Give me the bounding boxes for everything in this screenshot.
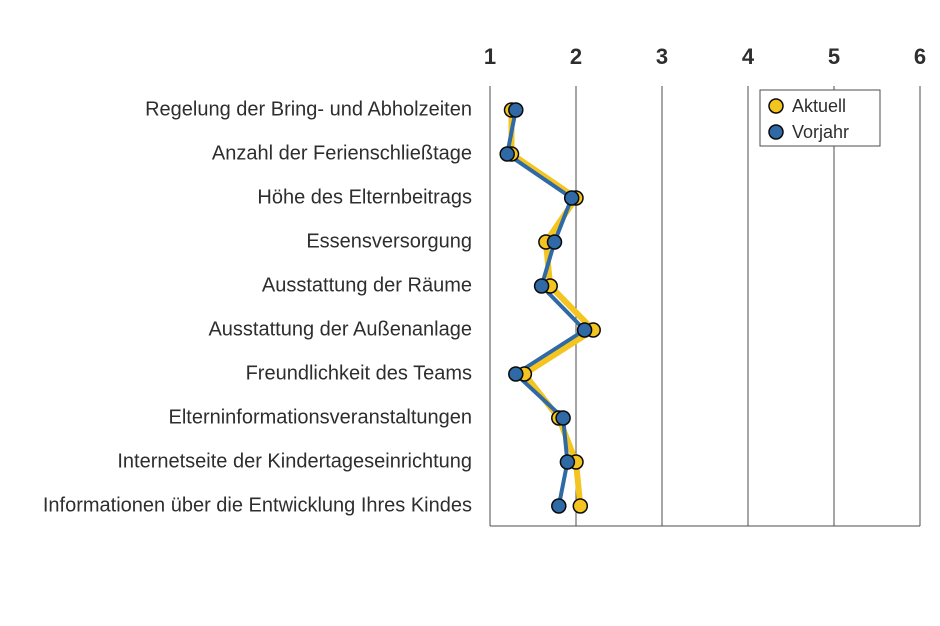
series-marker-vorjahr [565, 191, 579, 205]
legend-marker-aktuell [769, 99, 783, 113]
category-label: Ausstattung der Räume [262, 274, 472, 296]
x-tick-label: 4 [742, 44, 755, 69]
category-label: Höhe des Elternbeitrags [257, 186, 472, 208]
category-label: Essensversorgung [306, 230, 472, 252]
series-marker-aktuell [573, 499, 587, 513]
series-marker-vorjahr [578, 323, 592, 337]
legend-label-vorjahr: Vorjahr [792, 122, 849, 142]
series-marker-vorjahr [509, 103, 523, 117]
series-marker-vorjahr [500, 147, 514, 161]
category-labels: Regelung der Bring- und Abholzeiten Anzah… [43, 98, 472, 516]
category-label: Anzahl der Ferienschließtage [212, 142, 472, 164]
series-marker-vorjahr [556, 411, 570, 425]
category-label: Internetseite der Kindertageseinrichtung [117, 450, 472, 472]
series-marker-vorjahr [552, 499, 566, 513]
x-tick-label: 1 [484, 44, 496, 69]
legend: Aktuell Vorjahr [760, 90, 880, 146]
series-marker-vorjahr [560, 455, 574, 469]
category-label: Informationen über die Entwicklung Ihres… [43, 494, 472, 516]
legend-marker-vorjahr [769, 125, 783, 139]
x-axis-labels: 1 2 3 4 5 6 [484, 44, 926, 69]
x-tick-label: 6 [914, 44, 926, 69]
category-label: Elterninformationsveranstaltungen [168, 406, 472, 428]
x-tick-label: 5 [828, 44, 840, 69]
category-label: Ausstattung der Außenanlage [208, 318, 472, 340]
plot-background [490, 86, 920, 526]
series-marker-vorjahr [548, 235, 562, 249]
comparison-line-chart: 1 2 3 4 5 6 Regelung der Bring- und Abholzeit… [0, 0, 940, 626]
series-marker-vorjahr [535, 279, 549, 293]
category-label: Freundlichkeit des Teams [246, 362, 472, 384]
legend-label-aktuell: Aktuell [792, 96, 846, 116]
x-tick-label: 3 [656, 44, 668, 69]
x-tick-label: 2 [570, 44, 582, 69]
series-marker-vorjahr [509, 367, 523, 381]
category-label: Regelung der Bring- und Abholzeiten [145, 98, 472, 120]
